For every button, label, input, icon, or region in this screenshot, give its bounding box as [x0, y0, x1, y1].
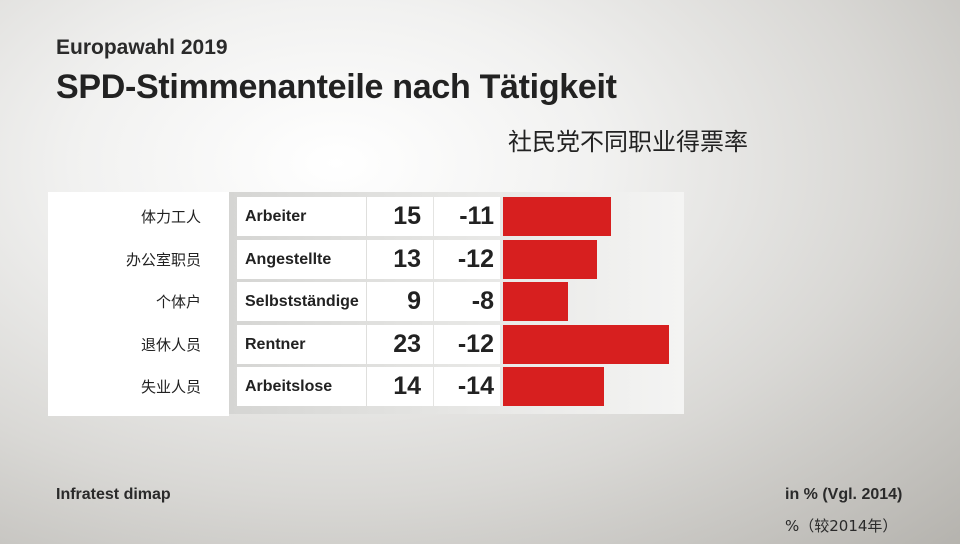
chart-kicker: Europawahl 2019	[56, 36, 228, 59]
value-label: 15	[367, 197, 433, 236]
value-label: 14	[367, 367, 433, 406]
row-label-chinese: 体力工人	[140, 208, 201, 226]
row-label: Rentner	[237, 325, 366, 364]
change-label: -14	[434, 367, 500, 406]
chart-title: SPD-Stimmenanteile nach Tätigkeit	[56, 68, 617, 106]
row-label-chinese: 个体户	[155, 293, 201, 311]
row-label: Arbeiter	[237, 197, 366, 236]
value-label: 9	[367, 282, 433, 321]
row-label: Selbstständige	[237, 282, 366, 321]
chart-subtitle-chinese: 社民党不同职业得票率	[508, 128, 748, 156]
change-label: -12	[434, 240, 500, 279]
source-label: Infratest dimap	[56, 486, 171, 503]
data-bar	[503, 325, 669, 364]
value-label: 13	[367, 240, 433, 279]
value-label: 23	[367, 325, 433, 364]
data-bar	[503, 240, 597, 279]
row-label-chinese: 办公室职员	[125, 251, 201, 269]
change-label: -8	[434, 282, 500, 321]
change-label: -12	[434, 325, 500, 364]
row-label: Angestellte	[237, 240, 366, 279]
data-bar	[503, 282, 568, 321]
chinese-label-panel	[48, 192, 229, 416]
data-bar	[503, 367, 604, 406]
row-label: Arbeitslose	[237, 367, 366, 406]
unit-label: in % (Vgl. 2014)	[785, 486, 903, 503]
unit-label-chinese: %（较2014年）	[785, 517, 898, 535]
data-bar	[503, 197, 611, 236]
row-label-chinese: 失业人员	[140, 378, 201, 396]
row-label-chinese: 退休人员	[140, 336, 201, 354]
change-label: -11	[434, 197, 500, 236]
